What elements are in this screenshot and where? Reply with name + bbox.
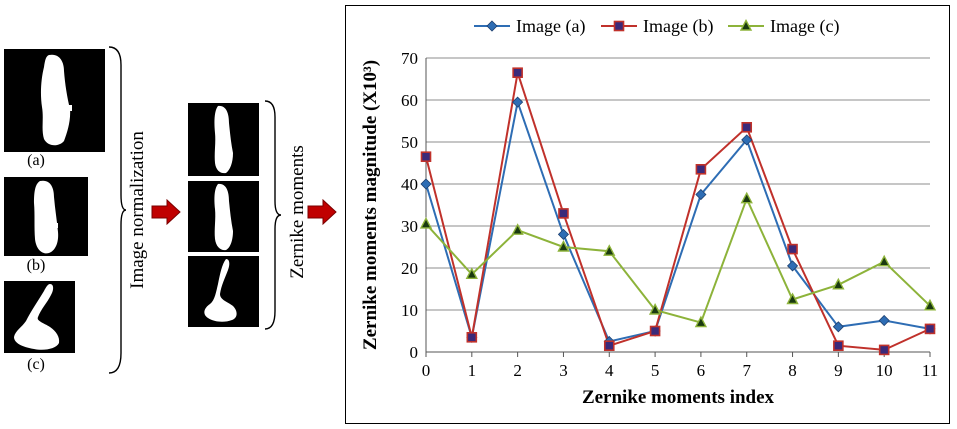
data-point-series-3 [419, 216, 433, 229]
step-zernike-moments-label: Zernike moments [287, 145, 308, 279]
step-image-normalization-label: Image normalization [127, 131, 148, 289]
data-point-series-3 [740, 191, 753, 204]
y-tick-label: 10 [401, 301, 418, 320]
data-point-series-2 [695, 164, 707, 175]
y-tick-label: 60 [401, 91, 418, 110]
x-tick-label: 0 [422, 361, 431, 380]
x-tick-label: 4 [605, 361, 614, 380]
data-point-series-2 [466, 331, 478, 343]
data-point-series-2 [833, 340, 844, 352]
x-tick-label: 11 [922, 361, 938, 380]
legend-marker [739, 18, 753, 31]
y-tick-label: 0 [410, 343, 419, 362]
data-point-series-3 [511, 223, 524, 235]
data-point-series-2 [512, 67, 523, 79]
data-point-series-2 [741, 122, 753, 133]
y-tick-label: 30 [401, 217, 418, 236]
data-point-series-1 [420, 178, 432, 190]
y-tick-label: 40 [401, 175, 418, 194]
y-tick-label: 70 [401, 49, 418, 68]
image-b-thumbnail [4, 177, 88, 256]
arrow-right-icon [151, 199, 181, 225]
data-point-series-1 [695, 188, 707, 201]
data-point-series-1 [878, 314, 890, 327]
data-point-series-3 [557, 239, 570, 252]
data-point-series-1 [786, 260, 799, 272]
data-point-series-1 [832, 321, 844, 333]
data-point-series-2 [420, 151, 432, 162]
legend-label: Image (a) [516, 16, 585, 37]
data-point-series-1 [741, 134, 753, 146]
normalized-image-b [188, 181, 259, 252]
data-point-series-3 [465, 267, 478, 279]
chart-panel: 0 10 20 30 40 50 60 70 0 1 2 3 4 5 6 7 8 9 10 11 Zernike mom… [345, 5, 950, 424]
x-tick-label: 9 [834, 361, 843, 380]
caption-c: (c) [27, 356, 45, 373]
x-tick-label: 1 [468, 361, 477, 380]
brace-middle [264, 100, 282, 330]
data-point-series-1 [557, 228, 570, 240]
data-point-series-2 [924, 323, 936, 335]
brace-left [108, 46, 127, 374]
image-a-thumbnail [4, 49, 105, 152]
y-axis-title: Zernike moments magnitude (X10³) [360, 60, 381, 350]
data-point-series-2 [649, 325, 661, 337]
data-point-series-2 [603, 340, 615, 352]
data-point-series-1 [512, 96, 524, 108]
data-point-series-2 [558, 208, 569, 219]
legend-marker [613, 20, 625, 32]
series-line-1 [425, 98, 931, 343]
x-axis-title: Zernike moments index [582, 387, 775, 408]
data-point-series-3 [786, 292, 799, 305]
caption-b: (b) [26, 257, 46, 274]
normalized-image-c [188, 256, 259, 327]
data-point-series-3 [603, 244, 616, 256]
data-point-series-3 [923, 298, 937, 311]
x-tick-label: 8 [788, 361, 797, 380]
image-c-thumbnail [4, 281, 75, 353]
x-tick-label: 6 [697, 361, 706, 380]
series-line-3 [425, 196, 931, 324]
legend-label: Image (b) [643, 16, 713, 37]
x-tick-label: 3 [559, 361, 568, 380]
data-point-series-3 [832, 277, 845, 290]
caption-a: (a) [27, 152, 45, 169]
data-point-series-2 [787, 243, 798, 255]
x-tick-label: 5 [651, 361, 660, 380]
line-chart: 0 10 20 30 40 50 60 70 0 1 2 3 4 5 6 7 8 9 10 11 Zernike mom… [360, 16, 938, 408]
data-point-series-3 [648, 302, 662, 315]
normalized-image-a [188, 103, 259, 176]
x-tick-label: 7 [742, 361, 751, 380]
data-point-series-3 [694, 315, 708, 328]
y-tick-label: 50 [401, 133, 418, 152]
data-point-series-3 [878, 254, 891, 267]
y-tick-label: 20 [401, 259, 418, 278]
legend-label: Image (c) [770, 16, 839, 37]
x-tick-label: 10 [876, 361, 893, 380]
arrow-right-icon [307, 199, 337, 225]
series-line-2 [425, 72, 931, 351]
legend-marker [486, 20, 498, 32]
x-tick-label: 2 [513, 361, 522, 380]
data-point-series-2 [878, 344, 890, 356]
